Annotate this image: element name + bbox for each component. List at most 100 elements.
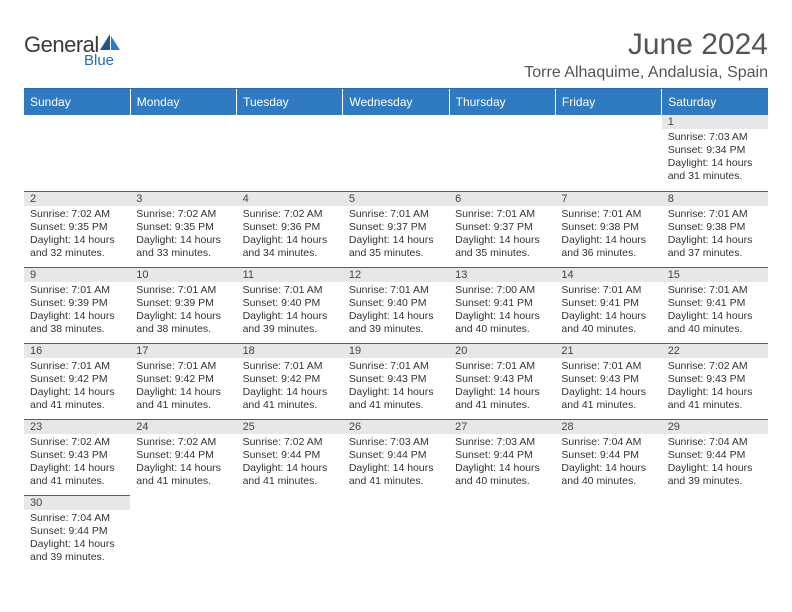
day-number: 10 — [130, 268, 236, 282]
sunset-line: Sunset: 9:40 PM — [349, 297, 443, 310]
calendar-cell: 27Sunrise: 7:03 AMSunset: 9:44 PMDayligh… — [449, 419, 555, 495]
day-number: 24 — [130, 420, 236, 434]
calendar-week-row: 1Sunrise: 7:03 AMSunset: 9:34 PMDaylight… — [24, 115, 768, 191]
sunrise-line: Sunrise: 7:02 AM — [30, 436, 124, 449]
weekday-header: Sunday — [24, 89, 130, 115]
calendar-cell: 13Sunrise: 7:00 AMSunset: 9:41 PMDayligh… — [449, 267, 555, 343]
daylight-line: Daylight: 14 hours and 40 minutes. — [561, 310, 655, 336]
calendar-cell: 16Sunrise: 7:01 AMSunset: 9:42 PMDayligh… — [24, 343, 130, 419]
day-number: 1 — [662, 115, 768, 129]
sunrise-line: Sunrise: 7:01 AM — [455, 208, 549, 221]
daylight-line: Daylight: 14 hours and 39 minutes. — [30, 538, 124, 564]
calendar-cell: 25Sunrise: 7:02 AMSunset: 9:44 PMDayligh… — [237, 419, 343, 495]
logo-sub-text: Blue — [84, 52, 121, 69]
day-details: Sunrise: 7:02 AMSunset: 9:44 PMDaylight:… — [130, 434, 236, 491]
day-number: 25 — [237, 420, 343, 434]
day-number: 11 — [237, 268, 343, 282]
sunrise-line: Sunrise: 7:01 AM — [30, 360, 124, 373]
calendar-cell: 21Sunrise: 7:01 AMSunset: 9:43 PMDayligh… — [555, 343, 661, 419]
sunrise-line: Sunrise: 7:01 AM — [243, 284, 337, 297]
calendar-cell: 4Sunrise: 7:02 AMSunset: 9:36 PMDaylight… — [237, 191, 343, 267]
daylight-line: Daylight: 14 hours and 41 minutes. — [30, 462, 124, 488]
day-number: 14 — [555, 268, 661, 282]
sunset-line: Sunset: 9:43 PM — [668, 373, 762, 386]
calendar-cell: 11Sunrise: 7:01 AMSunset: 9:40 PMDayligh… — [237, 267, 343, 343]
daylight-line: Daylight: 14 hours and 34 minutes. — [243, 234, 337, 260]
logo: General Blue — [24, 28, 121, 69]
calendar-cell: 30Sunrise: 7:04 AMSunset: 9:44 PMDayligh… — [24, 495, 130, 571]
day-details: Sunrise: 7:01 AMSunset: 9:39 PMDaylight:… — [24, 282, 130, 339]
calendar-week-row: 16Sunrise: 7:01 AMSunset: 9:42 PMDayligh… — [24, 343, 768, 419]
day-details: Sunrise: 7:03 AMSunset: 9:34 PMDaylight:… — [662, 129, 768, 186]
calendar-cell: 6Sunrise: 7:01 AMSunset: 9:37 PMDaylight… — [449, 191, 555, 267]
calendar-cell: 20Sunrise: 7:01 AMSunset: 9:43 PMDayligh… — [449, 343, 555, 419]
day-number: 20 — [449, 344, 555, 358]
sunrise-line: Sunrise: 7:02 AM — [668, 360, 762, 373]
day-details: Sunrise: 7:01 AMSunset: 9:37 PMDaylight:… — [449, 206, 555, 263]
daylight-line: Daylight: 14 hours and 40 minutes. — [668, 310, 762, 336]
logo-sail-icon — [99, 33, 121, 51]
calendar-cell: 7Sunrise: 7:01 AMSunset: 9:38 PMDaylight… — [555, 191, 661, 267]
sunrise-line: Sunrise: 7:01 AM — [136, 284, 230, 297]
daylight-line: Daylight: 14 hours and 41 minutes. — [136, 386, 230, 412]
daylight-line: Daylight: 14 hours and 41 minutes. — [561, 386, 655, 412]
sunset-line: Sunset: 9:38 PM — [668, 221, 762, 234]
calendar-week-row: 2Sunrise: 7:02 AMSunset: 9:35 PMDaylight… — [24, 191, 768, 267]
daylight-line: Daylight: 14 hours and 31 minutes. — [668, 157, 762, 183]
day-number: 7 — [555, 192, 661, 206]
day-details: Sunrise: 7:02 AMSunset: 9:36 PMDaylight:… — [237, 206, 343, 263]
calendar-cell: 17Sunrise: 7:01 AMSunset: 9:42 PMDayligh… — [130, 343, 236, 419]
sunrise-line: Sunrise: 7:01 AM — [561, 208, 655, 221]
sunrise-line: Sunrise: 7:02 AM — [30, 208, 124, 221]
sunrise-line: Sunrise: 7:03 AM — [668, 131, 762, 144]
day-details: Sunrise: 7:01 AMSunset: 9:38 PMDaylight:… — [662, 206, 768, 263]
sunrise-line: Sunrise: 7:02 AM — [136, 436, 230, 449]
day-details: Sunrise: 7:02 AMSunset: 9:35 PMDaylight:… — [130, 206, 236, 263]
daylight-line: Daylight: 14 hours and 41 minutes. — [243, 462, 337, 488]
calendar-table: Sunday Monday Tuesday Wednesday Thursday… — [24, 89, 768, 571]
day-details: Sunrise: 7:01 AMSunset: 9:39 PMDaylight:… — [130, 282, 236, 339]
calendar-cell — [449, 115, 555, 191]
daylight-line: Daylight: 14 hours and 37 minutes. — [668, 234, 762, 260]
day-number: 5 — [343, 192, 449, 206]
sunset-line: Sunset: 9:35 PM — [136, 221, 230, 234]
calendar-cell: 10Sunrise: 7:01 AMSunset: 9:39 PMDayligh… — [130, 267, 236, 343]
sunset-line: Sunset: 9:42 PM — [243, 373, 337, 386]
calendar-cell: 22Sunrise: 7:02 AMSunset: 9:43 PMDayligh… — [662, 343, 768, 419]
day-number: 6 — [449, 192, 555, 206]
sunset-line: Sunset: 9:38 PM — [561, 221, 655, 234]
day-details: Sunrise: 7:01 AMSunset: 9:42 PMDaylight:… — [130, 358, 236, 415]
sunset-line: Sunset: 9:41 PM — [668, 297, 762, 310]
sunset-line: Sunset: 9:43 PM — [349, 373, 443, 386]
daylight-line: Daylight: 14 hours and 41 minutes. — [349, 386, 443, 412]
day-number: 4 — [237, 192, 343, 206]
sunset-line: Sunset: 9:44 PM — [349, 449, 443, 462]
weekday-header-row: Sunday Monday Tuesday Wednesday Thursday… — [24, 89, 768, 115]
day-details: Sunrise: 7:01 AMSunset: 9:42 PMDaylight:… — [237, 358, 343, 415]
day-number: 8 — [662, 192, 768, 206]
calendar-cell: 14Sunrise: 7:01 AMSunset: 9:41 PMDayligh… — [555, 267, 661, 343]
day-details: Sunrise: 7:02 AMSunset: 9:44 PMDaylight:… — [237, 434, 343, 491]
day-details: Sunrise: 7:04 AMSunset: 9:44 PMDaylight:… — [662, 434, 768, 491]
weekday-header: Wednesday — [343, 89, 449, 115]
daylight-line: Daylight: 14 hours and 33 minutes. — [136, 234, 230, 260]
sunrise-line: Sunrise: 7:04 AM — [30, 512, 124, 525]
calendar-cell — [449, 495, 555, 571]
day-details: Sunrise: 7:01 AMSunset: 9:40 PMDaylight:… — [343, 282, 449, 339]
sunrise-line: Sunrise: 7:04 AM — [668, 436, 762, 449]
sunrise-line: Sunrise: 7:03 AM — [349, 436, 443, 449]
sunset-line: Sunset: 9:44 PM — [30, 525, 124, 538]
daylight-line: Daylight: 14 hours and 35 minutes. — [349, 234, 443, 260]
calendar-cell: 8Sunrise: 7:01 AMSunset: 9:38 PMDaylight… — [662, 191, 768, 267]
day-details: Sunrise: 7:02 AMSunset: 9:35 PMDaylight:… — [24, 206, 130, 263]
daylight-line: Daylight: 14 hours and 40 minutes. — [455, 462, 549, 488]
daylight-line: Daylight: 14 hours and 41 minutes. — [30, 386, 124, 412]
sunrise-line: Sunrise: 7:01 AM — [243, 360, 337, 373]
calendar-cell — [662, 495, 768, 571]
sunset-line: Sunset: 9:43 PM — [561, 373, 655, 386]
day-details: Sunrise: 7:01 AMSunset: 9:37 PMDaylight:… — [343, 206, 449, 263]
sunset-line: Sunset: 9:44 PM — [668, 449, 762, 462]
day-details: Sunrise: 7:04 AMSunset: 9:44 PMDaylight:… — [555, 434, 661, 491]
sunrise-line: Sunrise: 7:01 AM — [349, 360, 443, 373]
sunset-line: Sunset: 9:35 PM — [30, 221, 124, 234]
